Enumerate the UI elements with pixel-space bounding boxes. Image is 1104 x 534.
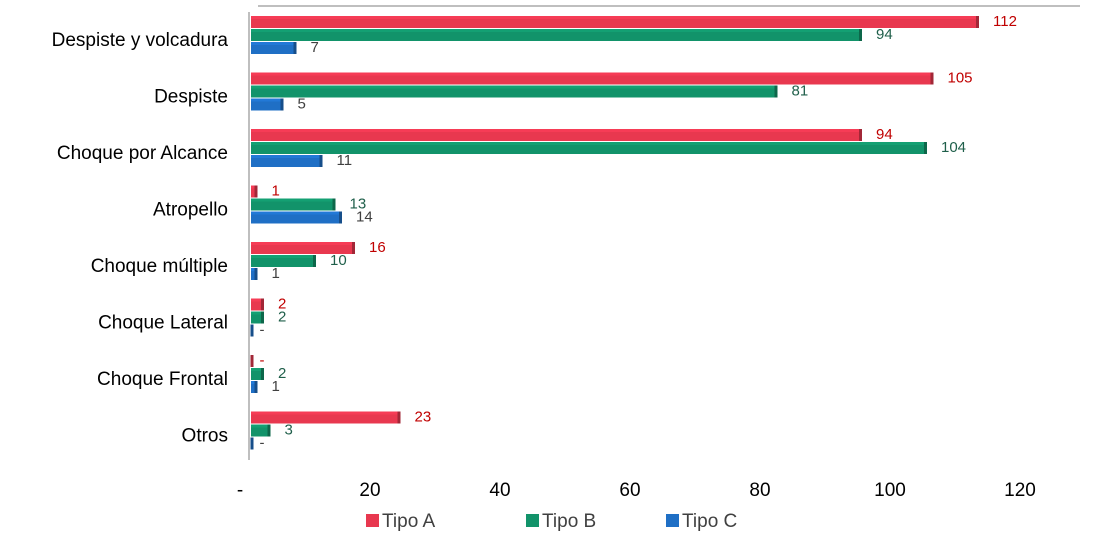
bar-end-tipo-b-choque-multiple — [313, 255, 316, 267]
data-label-tipo-b-atropello: 13 — [350, 196, 367, 213]
data-label-tipo-a-choque-multiple: 16 — [369, 239, 386, 256]
data-label-tipo-a-choque-por-alcance: 94 — [876, 126, 893, 143]
bar-end-tipo-c-choque-frontal — [254, 381, 258, 393]
bar-highlight-tipo-c-atropello — [251, 211, 342, 215]
data-label-tipo-c-choque-multiple: 1 — [272, 265, 280, 282]
data-label-tipo-b-choque-frontal: 2 — [278, 365, 286, 382]
bar-end-tipo-b-despiste-y-volcadura — [859, 29, 862, 41]
data-label-tipo-b-choque-por-alcance: 104 — [941, 139, 966, 156]
bar-highlight-tipo-b-choque-multiple — [251, 255, 316, 258]
bar-highlight-tipo-a-choque-lateral — [251, 298, 264, 302]
bar-end-tipo-c-despiste-y-volcadura — [293, 42, 297, 54]
bars-group — [250, 16, 979, 450]
category-label-choque-frontal: Choque Frontal — [97, 369, 228, 390]
bar-highlight-tipo-a-choque-multiple — [251, 242, 355, 245]
bar-highlight-tipo-a-otros — [251, 411, 401, 415]
bar-highlight-tipo-b-despiste — [251, 85, 778, 89]
bar-highlight-tipo-a-atropello — [251, 185, 258, 189]
legend-label-tipo-a: Tipo A — [382, 511, 435, 532]
data-label-tipo-a-atropello: 1 — [272, 183, 280, 200]
category-label-otros: Otros — [182, 426, 228, 447]
bar-end-tipo-b-choque-por-alcance — [924, 142, 927, 154]
category-labels: Despiste y volcadura Despiste Choque por A… — [52, 30, 229, 447]
bar-end-tipo-c-despiste — [280, 98, 284, 111]
x-tick-label-60: 60 — [619, 480, 640, 501]
data-label-tipo-a-choque-frontal: - — [260, 352, 265, 369]
bar-end-tipo-c-atropello — [339, 211, 342, 224]
legend: Tipo A Tipo B Tipo C — [366, 511, 737, 532]
category-label-atropello: Atropello — [153, 200, 228, 221]
bar-end-tipo-c-choque-multiple — [254, 268, 258, 280]
x-tick-label-100: 100 — [874, 480, 906, 501]
bar-tipo-c-choque-multiple — [251, 268, 258, 280]
category-label-despiste: Despiste — [154, 87, 228, 108]
data-label-tipo-b-choque-multiple: 10 — [330, 252, 347, 269]
x-tick-label-120: 120 — [1004, 480, 1036, 501]
bar-end-tipo-a-choque-multiple — [352, 242, 355, 254]
x-tick-label-40: 40 — [489, 480, 510, 501]
bar-end-tipo-a-despiste-y-volcadura — [976, 16, 979, 28]
data-label-tipo-c-choque-por-alcance: 11 — [337, 152, 353, 169]
bar-highlight-tipo-c-despiste — [251, 98, 284, 102]
x-tick-label-20: 20 — [359, 480, 380, 501]
bar-highlight-tipo-b-choque-frontal — [251, 368, 264, 371]
bar-end-tipo-b-choque-frontal — [261, 368, 264, 380]
data-label-tipo-c-choque-lateral: - — [260, 322, 265, 339]
legend-label-tipo-b: Tipo B — [542, 511, 596, 532]
category-label-choque-multiple: Choque múltiple — [91, 256, 228, 277]
bar-end-tipo-b-despiste — [774, 85, 778, 98]
category-label-choque-por-alcance: Choque por Alcance — [57, 143, 228, 164]
bar-highlight-tipo-c-choque-por-alcance — [251, 155, 323, 158]
data-label-tipo-c-atropello: 14 — [356, 209, 373, 226]
bar-highlight-tipo-a-despiste — [251, 72, 934, 76]
bar-end-tipo-a-choque-frontal — [250, 355, 254, 367]
bar-end-tipo-b-otros — [267, 424, 271, 437]
legend-swatch-tipo-b — [526, 514, 539, 527]
bar-highlight-tipo-b-despiste-y-volcadura — [251, 29, 862, 32]
bar-tipo-c-choque-frontal — [251, 381, 258, 393]
bar-end-tipo-c-choque-lateral — [250, 324, 254, 337]
bar-highlight-tipo-c-choque-multiple — [251, 268, 258, 271]
data-label-tipo-a-choque-lateral: 2 — [278, 296, 286, 313]
bar-end-tipo-a-otros — [397, 411, 401, 424]
data-label-tipo-b-choque-lateral: 2 — [278, 309, 286, 326]
bar-highlight-tipo-b-choque-por-alcance — [251, 142, 927, 145]
bar-end-tipo-a-choque-lateral — [261, 298, 264, 311]
data-label-tipo-c-otros: - — [260, 435, 265, 452]
bar-end-tipo-a-choque-por-alcance — [859, 129, 862, 141]
data-label-tipo-b-otros: 3 — [285, 422, 293, 439]
bar-end-tipo-c-choque-por-alcance — [319, 155, 323, 167]
data-label-tipo-a-otros: 23 — [415, 409, 432, 426]
legend-swatch-tipo-a — [366, 514, 379, 527]
legend-swatch-tipo-c — [666, 514, 679, 527]
bar-highlight-tipo-c-choque-frontal — [251, 381, 258, 384]
data-label-tipo-c-despiste: 5 — [298, 96, 306, 113]
data-label-tipo-c-choque-frontal: 1 — [272, 378, 280, 395]
data-label-tipo-a-despiste-y-volcadura: 112 — [993, 13, 1017, 30]
x-tick-label-80: 80 — [749, 480, 770, 501]
data-label-tipo-c-despiste-y-volcadura: 7 — [311, 39, 319, 56]
bar-end-tipo-a-atropello — [254, 185, 258, 198]
x-tick-label-zero: - — [237, 480, 243, 501]
bar-end-tipo-c-otros — [250, 437, 254, 450]
bar-highlight-tipo-c-despiste-y-volcadura — [251, 42, 297, 45]
bar-highlight-tipo-a-despiste-y-volcadura — [251, 16, 979, 19]
x-axis-ticks: - 20 40 60 80 100 120 — [237, 480, 1036, 501]
category-label-despiste-y-volcadura: Despiste y volcadura — [52, 30, 229, 51]
bar-highlight-tipo-a-choque-por-alcance — [251, 129, 862, 132]
legend-label-tipo-c: Tipo C — [682, 511, 737, 532]
bar-end-tipo-b-choque-lateral — [261, 311, 264, 324]
bar-end-tipo-b-atropello — [332, 198, 336, 211]
data-label-tipo-b-despiste: 81 — [792, 83, 809, 100]
bar-tipo-a-atropello — [251, 185, 258, 198]
category-label-choque-lateral: Choque Lateral — [98, 313, 228, 334]
bar-end-tipo-a-despiste — [930, 72, 934, 85]
data-label-tipo-b-despiste-y-volcadura: 94 — [876, 26, 893, 43]
data-label-tipo-a-despiste: 105 — [948, 70, 973, 87]
bar-highlight-tipo-b-otros — [251, 424, 271, 428]
bar-highlight-tipo-b-atropello — [251, 198, 336, 202]
bar-highlight-tipo-b-choque-lateral — [251, 311, 264, 315]
